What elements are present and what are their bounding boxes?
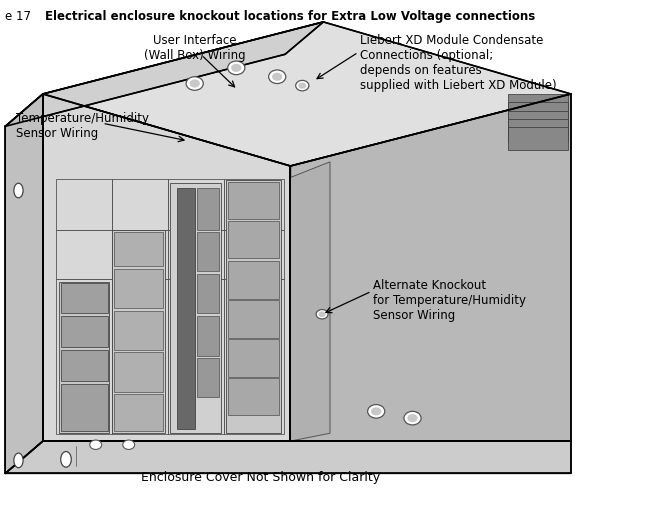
- Polygon shape: [112, 230, 165, 433]
- Circle shape: [371, 407, 381, 416]
- Polygon shape: [508, 94, 568, 117]
- Polygon shape: [43, 22, 571, 166]
- Polygon shape: [114, 311, 163, 350]
- Polygon shape: [114, 232, 163, 266]
- Circle shape: [269, 70, 286, 84]
- Polygon shape: [228, 261, 279, 299]
- Polygon shape: [170, 183, 221, 433]
- Polygon shape: [56, 179, 284, 434]
- Circle shape: [296, 80, 309, 91]
- Circle shape: [272, 73, 282, 81]
- Circle shape: [404, 411, 421, 425]
- Polygon shape: [290, 162, 330, 441]
- Circle shape: [368, 405, 385, 418]
- Polygon shape: [197, 274, 219, 313]
- Polygon shape: [228, 339, 279, 377]
- Polygon shape: [228, 182, 279, 219]
- Polygon shape: [5, 94, 43, 473]
- Circle shape: [186, 77, 203, 90]
- Polygon shape: [61, 283, 108, 313]
- Text: e 17: e 17: [5, 10, 42, 23]
- Polygon shape: [61, 384, 108, 431]
- Text: Temperature/Humidity
Sensor Wiring: Temperature/Humidity Sensor Wiring: [16, 112, 150, 140]
- Ellipse shape: [14, 453, 23, 468]
- Polygon shape: [197, 188, 219, 230]
- Circle shape: [319, 312, 325, 317]
- Polygon shape: [61, 316, 108, 347]
- Circle shape: [123, 440, 135, 449]
- Polygon shape: [61, 350, 108, 381]
- Circle shape: [298, 82, 306, 89]
- Ellipse shape: [61, 452, 71, 467]
- Text: Liebert XD Module Condensate
Connections (optional;
depends on features
supplied: Liebert XD Module Condensate Connections…: [360, 34, 556, 92]
- Polygon shape: [226, 180, 280, 433]
- Polygon shape: [228, 378, 279, 415]
- Circle shape: [90, 440, 102, 449]
- Text: User Interface
(Wall Box) Wiring: User Interface (Wall Box) Wiring: [144, 34, 246, 62]
- Polygon shape: [114, 352, 163, 392]
- Text: Alternate Knockout
for Temperature/Humidity
Sensor Wiring: Alternate Knockout for Temperature/Humid…: [373, 279, 526, 322]
- Polygon shape: [508, 102, 568, 125]
- Circle shape: [189, 79, 200, 88]
- Polygon shape: [228, 300, 279, 338]
- Polygon shape: [508, 127, 568, 150]
- Polygon shape: [114, 269, 163, 308]
- Circle shape: [231, 64, 242, 72]
- Polygon shape: [508, 111, 568, 134]
- Polygon shape: [5, 22, 323, 126]
- Polygon shape: [177, 188, 195, 429]
- Polygon shape: [59, 282, 109, 433]
- Polygon shape: [5, 441, 571, 473]
- Polygon shape: [114, 394, 163, 431]
- Polygon shape: [197, 232, 219, 271]
- Ellipse shape: [14, 183, 23, 198]
- Polygon shape: [197, 316, 219, 356]
- Text: Enclosure Cover Not Shown for Clarity: Enclosure Cover Not Shown for Clarity: [141, 471, 380, 484]
- Polygon shape: [508, 119, 568, 142]
- Circle shape: [316, 310, 328, 319]
- Circle shape: [228, 61, 245, 75]
- Polygon shape: [228, 221, 279, 258]
- Circle shape: [407, 414, 418, 422]
- Polygon shape: [290, 94, 571, 441]
- Polygon shape: [43, 94, 290, 441]
- Text: Electrical enclosure knockout locations for Extra Low Voltage connections: Electrical enclosure knockout locations …: [45, 10, 535, 23]
- Polygon shape: [197, 358, 219, 397]
